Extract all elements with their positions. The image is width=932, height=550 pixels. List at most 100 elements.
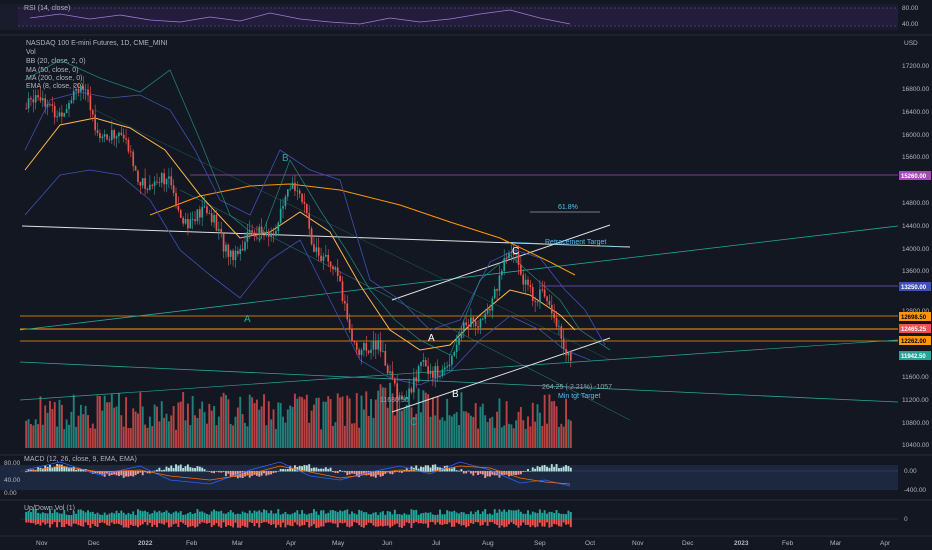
- up-vol-bar: [267, 513, 270, 519]
- macd-hist-bar: [450, 468, 453, 472]
- macd-hist-bar: [322, 468, 325, 472]
- macd-hist-bar: [562, 466, 565, 472]
- down-vol-bar: [305, 519, 308, 523]
- volume-bar: [267, 401, 270, 448]
- volume-bar: [272, 409, 275, 448]
- candle-body: [417, 366, 420, 382]
- candle-body: [522, 274, 525, 285]
- down-vol-bar: [208, 519, 211, 523]
- up-vol-bar: [420, 513, 422, 519]
- macd-hist-bar: [241, 471, 244, 479]
- up-vol-bar: [87, 510, 89, 519]
- up-vol-bar: [127, 512, 130, 519]
- candle-body: [453, 352, 456, 356]
- candle-body: [165, 178, 168, 185]
- macd-hist-bar: [488, 471, 491, 477]
- volume-bar: [208, 403, 211, 448]
- up-vol-bar: [282, 513, 284, 519]
- up-vol-bar: [486, 514, 489, 519]
- price-tag-15260: 15260.00: [901, 174, 927, 180]
- macd-hist-bar: [431, 464, 434, 472]
- up-vol-bar: [137, 509, 139, 519]
- up-vol-bar: [484, 509, 487, 519]
- down-vol-bar: [263, 519, 265, 523]
- down-vol-bar: [72, 519, 75, 524]
- rsi-line: [29, 9, 571, 25]
- down-vol-bar: [322, 519, 325, 527]
- volume-bar: [132, 408, 135, 448]
- down-vol-bar: [303, 519, 306, 526]
- volume-bar: [286, 409, 289, 448]
- volume-bar: [484, 415, 487, 448]
- volume-bar: [408, 396, 411, 448]
- up-vol-bar: [51, 513, 54, 519]
- volume-bar: [87, 415, 89, 448]
- down-vol-bar: [232, 519, 235, 528]
- volume-bar: [527, 416, 529, 448]
- macd-hist-bar: [353, 471, 356, 474]
- macd-hist-bar: [260, 471, 263, 476]
- candle-body: [460, 332, 463, 339]
- macd-hist-bar: [158, 467, 161, 472]
- up-vol-bar: [360, 510, 363, 519]
- down-vol-bar: [153, 519, 156, 525]
- macd-hist-bar: [374, 471, 377, 478]
- down-vol-bar: [182, 519, 185, 524]
- macd-hist-bar: [279, 468, 282, 472]
- volume-bar: [448, 415, 451, 448]
- candle-body: [569, 352, 572, 361]
- down-vol-bar: [351, 519, 353, 527]
- volume-bar: [279, 403, 282, 448]
- volume-bar: [139, 392, 142, 448]
- volume-bar: [360, 395, 363, 448]
- candle-body: [486, 308, 489, 314]
- up-vol-bar: [148, 514, 151, 519]
- up-vol-bar: [374, 512, 377, 519]
- macd-hist-bar: [396, 471, 399, 472]
- candle-body: [34, 95, 37, 103]
- macd-hist-bar: [77, 468, 80, 472]
- up-vol-bar: [339, 510, 342, 519]
- up-vol-bar: [232, 512, 235, 519]
- macd-hist-bar: [555, 464, 558, 472]
- macd-hist-bar: [182, 467, 185, 472]
- up-vol-bar: [25, 511, 28, 519]
- up-vol-bar: [225, 513, 227, 519]
- down-vol-bar: [313, 519, 315, 525]
- volume-bar: [167, 421, 170, 448]
- volume-bar: [29, 423, 32, 448]
- up-vol-bar: [96, 512, 99, 519]
- macd-hist-bar: [122, 471, 125, 478]
- candle-body: [531, 287, 534, 301]
- down-vol-bar: [465, 519, 468, 528]
- volume-bar: [474, 402, 477, 448]
- time-tick-label: 2023: [734, 540, 749, 547]
- volume-bar: [370, 399, 372, 448]
- volume-bar: [141, 406, 144, 448]
- macd-hist-bar: [172, 468, 175, 472]
- down-vol-bar: [317, 519, 320, 528]
- volume-bar: [27, 419, 30, 448]
- macd-hist-bar: [415, 465, 418, 472]
- down-vol-bar: [144, 519, 147, 523]
- volume-bar: [110, 394, 113, 448]
- up-vol-bar: [322, 510, 325, 519]
- volume-bar: [120, 415, 123, 448]
- macd-hist-bar: [265, 471, 268, 476]
- candle-body: [536, 301, 539, 303]
- down-vol-bar: [79, 519, 82, 527]
- volume-bar: [567, 419, 570, 448]
- up-vol-bar: [429, 512, 432, 519]
- macd-hist-bar: [486, 471, 489, 477]
- candle-body: [462, 322, 465, 333]
- candle-body: [30, 98, 32, 100]
- up-vol-bar: [175, 511, 177, 519]
- up-vol-bar: [384, 514, 387, 519]
- volume-bar: [327, 396, 330, 448]
- candle-body: [182, 217, 184, 224]
- up-vol-bar: [165, 510, 168, 519]
- volume-bar: [232, 425, 235, 448]
- volume-bar: [96, 395, 99, 448]
- volume-bar: [158, 421, 161, 448]
- volume-bar: [137, 413, 139, 448]
